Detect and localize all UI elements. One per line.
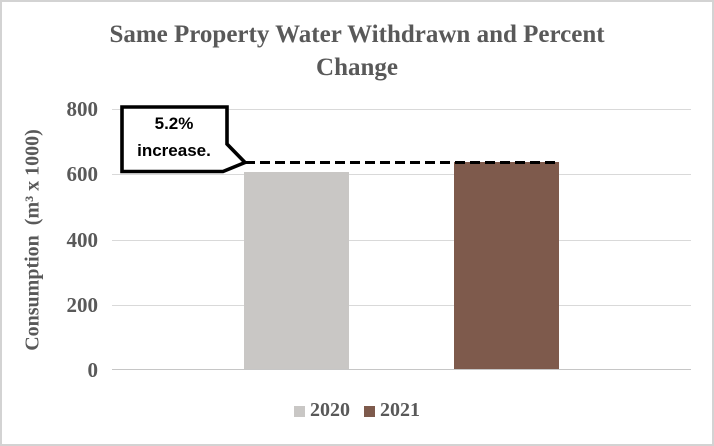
y-tick-label-400: 400 [66, 227, 99, 252]
y-tick-label-800: 800 [66, 97, 99, 121]
y-tick-label-200: 200 [66, 292, 99, 317]
bar-2021 [454, 161, 559, 369]
legend-swatch-2020 [294, 406, 305, 417]
gridline-200 [112, 304, 691, 306]
callout-line-1: 5.2% [154, 114, 194, 133]
legend-label-2020: 2020 [310, 399, 350, 421]
plot-area [112, 109, 691, 370]
callout-line-2: increase. [137, 141, 211, 160]
chart-title-line-1: Same Property Water Withdrawn and Percen… [109, 21, 605, 48]
gridline-400 [112, 239, 691, 241]
legend-swatch-2021 [364, 406, 375, 417]
legend: 2020 2021 [2, 399, 712, 422]
chart-title: Same Property Water Withdrawn and Percen… [2, 18, 712, 84]
y-tick-label-600: 600 [66, 162, 99, 187]
gridline-600 [112, 174, 691, 176]
callout: 5.2% increase. [120, 110, 228, 164]
gridline-800 [112, 109, 691, 110]
legend-label-2021: 2021 [380, 399, 420, 421]
y-tick-label-0: 0 [87, 358, 99, 382]
chart-title-line-2: Change [316, 54, 398, 81]
legend-item-2021: 2021 [364, 399, 420, 422]
bar-2020 [244, 171, 349, 369]
legend-item-2020: 2020 [294, 399, 350, 422]
